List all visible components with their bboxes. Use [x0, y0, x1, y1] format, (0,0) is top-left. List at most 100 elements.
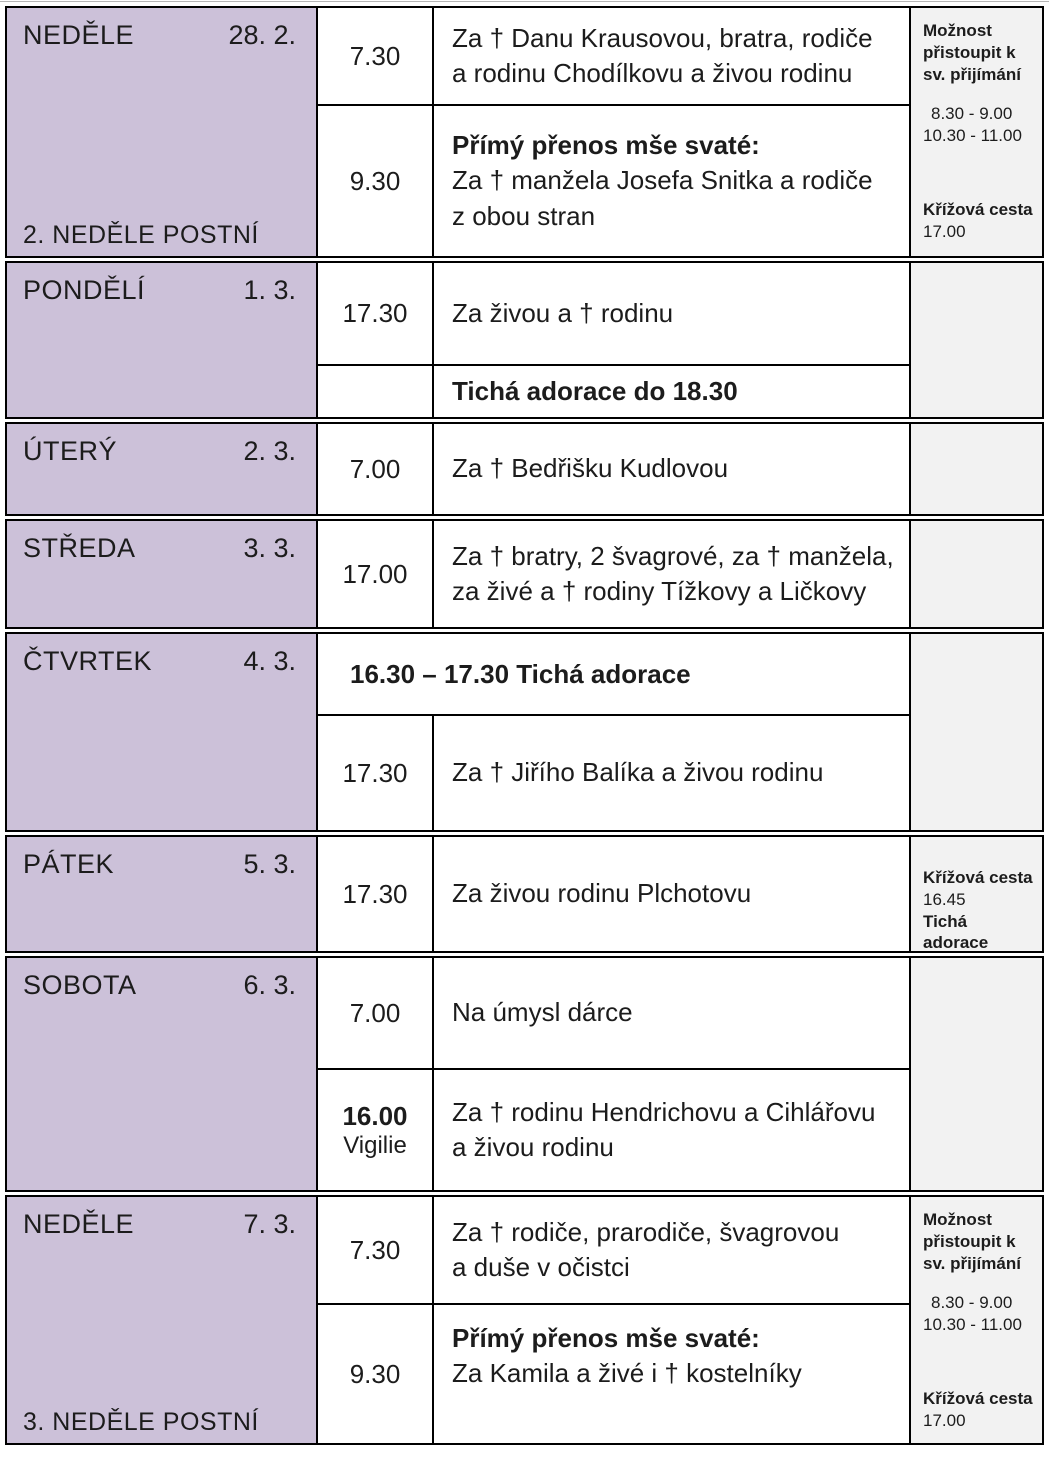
stations-label: Křížová cesta: [923, 199, 1033, 219]
mass-row: 17.30 Za † Jiřího Balíka a živou rodinu: [318, 714, 909, 830]
intention-line: Za živou a † rodinu: [452, 297, 674, 328]
intention-line: Za živou rodinu Plchotovu: [452, 878, 752, 909]
intention-line: Za † Danu Krausovou, bratra, rodiče: [452, 22, 873, 53]
communion-time: 10.30 - 11.00: [923, 126, 1022, 145]
mass-row: 17.00 Za † bratry, 2 švagrové, za † manž…: [318, 521, 909, 627]
day-cell: NEDĚLE 28. 2. 2. NEDĚLE POSTNÍ: [7, 8, 318, 256]
liturgical-season-label: 3. NEDĚLE POSTNÍ: [23, 1408, 259, 1436]
day-date: 4. 3.: [243, 646, 296, 676]
mass-time: 7.00: [318, 424, 434, 514]
communion-time: 8.30 - 9.00: [931, 104, 1013, 124]
day-block-wednesday-3-3: STŘEDA 3. 3. 17.00 Za † bratry, 2 švagro…: [5, 519, 1044, 629]
mass-row: 7.00 Za † Bedřišku Kudlovou: [318, 424, 909, 514]
stations-label: Křížová cesta: [923, 868, 1033, 887]
adoration-row: 16.30 – 17.30 Tichá adorace: [318, 634, 909, 714]
notes-cell: [909, 634, 1042, 830]
mass-intention: Za † Bedřišku Kudlovou: [434, 424, 909, 514]
intention-line: z obou stran: [452, 200, 596, 231]
day-block-saturday-6-3: SOBOTA 6. 3. 7.00 Na úmysl dárce 16.00 V…: [5, 956, 1044, 1192]
day-cell: PÁTEK 5. 3.: [7, 837, 318, 951]
liturgical-season-label: 2. NEDĚLE POSTNÍ: [23, 221, 259, 249]
day-date: 7. 3.: [243, 1209, 296, 1239]
day-date: 1. 3.: [243, 275, 296, 305]
mass-time: 7.30: [318, 8, 434, 104]
mass-rows: 7.00 Na úmysl dárce 16.00 Vigilie Za † r…: [318, 958, 909, 1190]
adoration-text: 16.30 – 17.30 Tichá adorace: [350, 658, 691, 689]
intention-line: Za † Bedřišku Kudlovou: [452, 453, 729, 484]
intention-line: Za Kamila a živé i † kostelníky: [452, 1358, 802, 1389]
notes-cell: [909, 263, 1042, 417]
notes-cell: [909, 521, 1042, 627]
stations-label: Křížová cesta: [923, 1388, 1033, 1408]
mass-intention: Přímý přenos mše svaté: Za † manžela Jos…: [434, 106, 909, 256]
intention-line: za živé a † rodiny Tížkovy a Ličkovy: [452, 576, 867, 606]
intention-line: a duše v očistci: [452, 1252, 630, 1282]
mass-rows: 7.00 Za † Bedřišku Kudlovou: [318, 424, 909, 514]
day-cell: PONDĚLÍ 1. 3.: [7, 263, 318, 417]
adoration-label: Tichá adorace: [923, 911, 989, 953]
day-name: ČTVRTEK: [23, 646, 153, 676]
mass-intention: Přímý přenos mše svaté: Za Kamila a živé…: [434, 1305, 909, 1443]
mass-rows: 7.30 Za † rodiče, prarodiče, švagrovou a…: [318, 1197, 909, 1443]
stations-time: 17.00: [923, 1410, 966, 1430]
stations-note: Křížová cesta 16.45 Tichá adorace 8.00 -…: [923, 867, 1034, 976]
communion-time: 8.30 - 9.00: [931, 1293, 1013, 1313]
day-block-sunday-28-2: NEDĚLE 28. 2. 2. NEDĚLE POSTNÍ 7.30 Za †…: [5, 6, 1044, 258]
communion-note: Možnost přistoupit k sv. přijímání: [923, 21, 1021, 84]
day-name: ÚTERÝ: [23, 436, 118, 466]
vigil-time: 16.00: [342, 1100, 408, 1131]
mass-intention: Za † Jiřího Balíka a živou rodinu: [434, 716, 909, 830]
day-date: 6. 3.: [243, 970, 296, 1000]
intention-line: Za † rodiče, prarodiče, švagrovou: [452, 1216, 840, 1247]
mass-intention: Na úmysl dárce: [434, 958, 909, 1068]
stations-note: Křížová cesta 17.00: [923, 1388, 1034, 1432]
intention-line: Za † bratry, 2 švagrové, za † manžela,: [452, 540, 894, 571]
day-block-monday-1-3: PONDĚLÍ 1. 3. 17.30 Za živou a † rodinu …: [5, 261, 1044, 419]
day-cell: ÚTERÝ 2. 3.: [7, 424, 318, 514]
day-name: SOBOTA: [23, 970, 137, 1000]
day-name: NEDĚLE: [23, 1209, 135, 1239]
communion-note: Možnost přistoupit k sv. přijímání: [923, 1210, 1021, 1273]
mass-time: 16.00 Vigilie: [318, 1070, 434, 1190]
mass-row: 7.30 Za † rodiče, prarodiče, švagrovou a…: [318, 1197, 909, 1303]
mass-row: 9.30 Přímý přenos mše svaté: Za † manžel…: [318, 104, 909, 256]
mass-time: 7.30: [318, 1197, 434, 1303]
day-date: 28. 2.: [228, 20, 296, 50]
notes-cell: [909, 958, 1042, 1190]
intention-line: a živou rodinu: [452, 1132, 614, 1162]
mass-row: 17.30 Za živou a † rodinu: [318, 263, 909, 364]
day-cell: STŘEDA 3. 3.: [7, 521, 318, 627]
mass-intention: Za † Danu Krausovou, bratra, rodiče a ro…: [434, 8, 909, 104]
mass-time: 9.30: [318, 106, 434, 256]
mass-row: Tichá adorace do 18.30: [318, 363, 909, 417]
notes-cell: Křížová cesta 16.45 Tichá adorace 8.00 -…: [909, 837, 1042, 974]
day-name: PÁTEK: [23, 849, 115, 879]
intention-line: Na úmysl dárce: [452, 997, 633, 1028]
mass-intention: Tichá adorace do 18.30: [434, 366, 909, 417]
day-block-friday-5-3: PÁTEK 5. 3. 17.30 Za živou rodinu Plchot…: [5, 835, 1044, 974]
mass-row: 7.30 Za † Danu Krausovou, bratra, rodiče…: [318, 8, 909, 104]
day-cell: SOBOTA 6. 3.: [7, 958, 318, 1190]
day-block-sunday-7-3: NEDĚLE 7. 3. 3. NEDĚLE POSTNÍ 7.30 Za † …: [5, 1195, 1044, 1445]
day-date: 3. 3.: [243, 533, 296, 563]
day-date: 2. 3.: [243, 436, 296, 466]
mass-time: [318, 365, 434, 417]
mass-rows: 16.30 – 17.30 Tichá adorace 17.30 Za † J…: [318, 634, 909, 830]
vigil-label: Vigilie: [343, 1131, 407, 1159]
mass-row: 16.00 Vigilie Za † rodinu Hendrichovu a …: [318, 1068, 909, 1190]
day-cell: NEDĚLE 7. 3. 3. NEDĚLE POSTNÍ: [7, 1197, 318, 1443]
stations-time: 17.00: [923, 221, 966, 241]
intention-bold-line: Přímý přenos mše svaté:: [452, 130, 760, 161]
mass-time: 17.30: [318, 716, 434, 830]
communion-time: 10.30 - 11.00: [923, 1315, 1022, 1334]
mass-intention: Za živou rodinu Plchotovu: [434, 837, 909, 951]
day-name: STŘEDA: [23, 533, 136, 563]
communion-times: 8.30 - 9.00 10.30 - 11.00: [923, 1292, 1034, 1336]
intention-bold-line: Přímý přenos mše svaté:: [452, 1323, 760, 1353]
mass-rows: 17.00 Za † bratry, 2 švagrové, za † manž…: [318, 521, 909, 627]
stations-time: 16.45: [923, 889, 966, 909]
mass-rows: 7.30 Za † Danu Krausovou, bratra, rodiče…: [318, 8, 909, 256]
day-name: PONDĚLÍ: [23, 275, 146, 305]
mass-time: 17.00: [318, 521, 434, 627]
communion-times: 8.30 - 9.00 10.30 - 11.00: [923, 103, 1034, 147]
